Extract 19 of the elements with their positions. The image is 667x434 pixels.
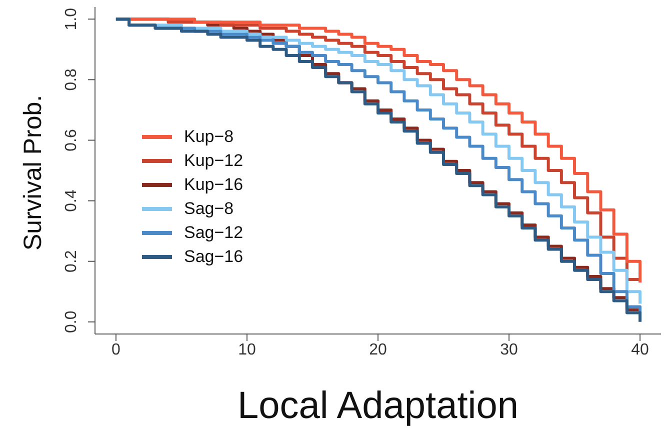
y-axis-title: Survival Prob.	[18, 94, 47, 250]
x-axis-title: Local Adaptation	[237, 385, 519, 427]
legend-label: Sag−12	[184, 222, 244, 244]
x-tick-label: 10	[238, 341, 256, 358]
y-tick-label: 0.6	[63, 129, 80, 152]
legend-label: Kup−8	[184, 126, 234, 148]
legend-label: Sag−8	[184, 198, 234, 220]
x-tick-label: 0	[112, 341, 121, 358]
x-tick-label: 30	[500, 341, 518, 358]
y-tick-label: 1.0	[63, 8, 80, 30]
legend-label: Kup−12	[184, 150, 244, 172]
x-tick-label: 40	[631, 341, 650, 358]
x-tick-label: 20	[369, 341, 387, 358]
legend-label: Sag−16	[184, 246, 244, 268]
y-tick-label: 0.4	[63, 190, 80, 212]
y-tick-label: 0.2	[63, 250, 80, 272]
y-tick-label: 0.0	[63, 310, 80, 334]
y-tick-label: 0.8	[63, 68, 80, 91]
legend-label: Kup−16	[184, 174, 244, 196]
